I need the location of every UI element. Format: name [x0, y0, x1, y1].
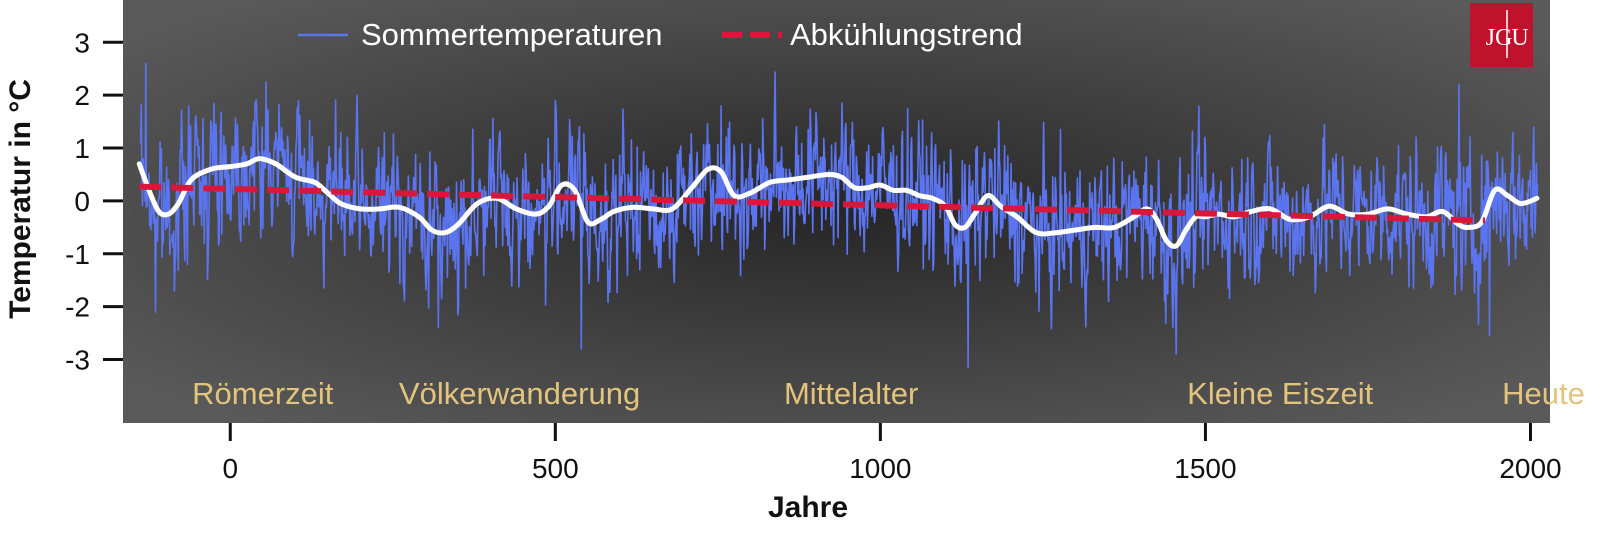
- series-abkuehlungstrend: [139, 183, 1486, 224]
- legend-label-sommertemperaturen: Sommertemperaturen: [361, 17, 663, 52]
- y-axis: 3 2 1 0 -1 -2 -3: [65, 27, 123, 376]
- x-axis-title: Jahre: [768, 491, 848, 524]
- era-label: Römerzeit: [192, 376, 334, 411]
- y-axis-title: Temperatur in °C: [4, 79, 37, 319]
- jgu-logo-background: [1470, 3, 1533, 67]
- y-tick-label: 3: [74, 27, 90, 58]
- y-tick-label: -3: [65, 345, 90, 376]
- y-tick-label: 1: [74, 133, 90, 164]
- jgu-logo: JG U: [1470, 3, 1533, 67]
- plot-panel: [123, 0, 1550, 423]
- x-tick-label: 0: [222, 453, 238, 484]
- era-label: Kleine Eiszeit: [1187, 376, 1373, 411]
- x-tick-label: 500: [532, 453, 579, 484]
- y-tick-label: -1: [65, 239, 90, 270]
- x-axis: 0 500 1000 1500 2000: [222, 423, 1562, 484]
- jgu-logo-left: JG: [1486, 25, 1513, 51]
- y-tick-label: 0: [74, 186, 90, 217]
- era-label: Mittelalter: [784, 376, 918, 411]
- y-tick-label: -2: [65, 292, 90, 323]
- x-tick-label: 1000: [849, 453, 911, 484]
- series-smoothed-temperature: [136, 156, 1540, 249]
- era-labels: Römerzeit Völkerwanderung Mittelalter Klein…: [192, 376, 1585, 411]
- era-label: Völkerwanderung: [399, 376, 640, 411]
- y-tick-label: 2: [74, 80, 90, 111]
- jgu-logo-right: U: [1511, 25, 1528, 51]
- legend-label-abkuehlungstrend: Abkühlungstrend: [790, 17, 1023, 52]
- x-tick-label: 1500: [1174, 453, 1236, 484]
- x-tick-label: 2000: [1499, 453, 1561, 484]
- legend: Sommertemperaturen Abkühlungstrend: [298, 17, 1023, 52]
- era-label: Heute: [1502, 376, 1585, 411]
